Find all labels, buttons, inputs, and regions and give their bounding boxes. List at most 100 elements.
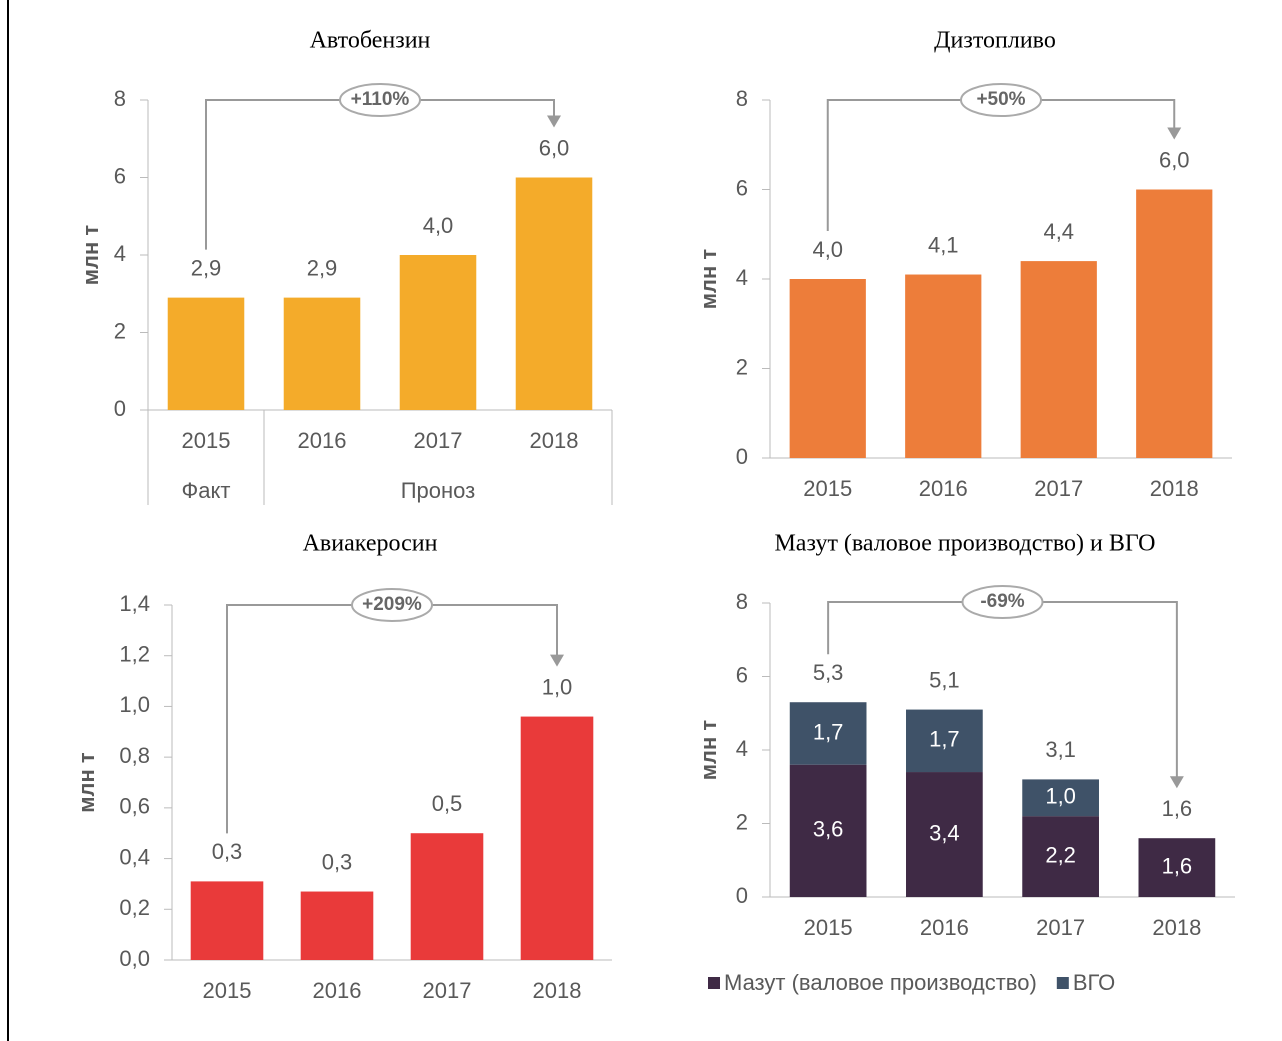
bar-segment: [906, 709, 983, 773]
value-label: 4,0: [423, 213, 454, 238]
x-tick-label: 2017: [423, 978, 472, 1003]
x-tick-label: 2015: [803, 476, 852, 501]
annotation: +209%: [362, 594, 422, 615]
value-label: 4,1: [928, 232, 959, 257]
value-label: 2,9: [307, 255, 338, 280]
total-label: 5,3: [813, 660, 844, 685]
y-axis-label: млн т: [696, 249, 721, 310]
total-label: 5,1: [929, 667, 960, 692]
annotation-ellipse: [960, 83, 1042, 117]
y-tick-label: 2: [114, 318, 126, 343]
bar: [410, 833, 484, 960]
value-label: 6,0: [539, 135, 570, 160]
annotation: +50%: [976, 89, 1025, 110]
y-tick-label: 0: [114, 396, 126, 421]
x-tick-label: 2015: [182, 428, 231, 453]
bar: [399, 255, 477, 410]
total-label: 1,6: [1162, 796, 1193, 821]
annotation-bracket: [226, 604, 558, 834]
annotation: +110%: [351, 89, 410, 110]
y-tick-label: 0,8: [119, 743, 150, 768]
value-label: 6,0: [1159, 147, 1190, 172]
bar-segment: [1022, 779, 1099, 817]
segment-label: 3,6: [813, 817, 844, 842]
bar: [520, 716, 594, 960]
bar: [1020, 261, 1097, 458]
y-tick-label: 2: [736, 354, 748, 379]
y-tick-label: 0,4: [119, 844, 150, 869]
y-tick-label: 1,2: [119, 642, 150, 667]
x-tick-label: 2016: [298, 428, 347, 453]
value-label: 0,3: [322, 849, 353, 874]
x-tick-label: 2017: [1034, 476, 1083, 501]
annotation-ellipse: [351, 588, 433, 622]
legend-swatch: [708, 977, 720, 989]
value-label: 0,3: [212, 839, 243, 864]
annotation-ellipse: [339, 83, 421, 117]
segment-label: 1,0: [1045, 784, 1076, 809]
bar: [905, 274, 982, 458]
y-tick-label: 6: [114, 163, 126, 188]
total-label: 3,1: [1045, 737, 1076, 762]
annotation-bracket: [205, 99, 555, 250]
bar: [789, 279, 866, 458]
y-tick-label: 8: [736, 86, 748, 111]
annotation-bracket: [827, 601, 1178, 779]
segment-label: 1,6: [1162, 853, 1193, 878]
y-axis-label: млн т: [78, 225, 103, 286]
y-tick-label: 1,4: [119, 591, 150, 616]
y-axis-label: млн т: [74, 752, 99, 813]
x-tick-label: 2015: [804, 915, 853, 940]
bar-segment: [1022, 816, 1099, 897]
y-tick-label: 0: [736, 883, 748, 908]
x-tick-label: 2018: [1152, 915, 1201, 940]
chart-title: Дизтопливо: [934, 28, 1056, 54]
x-tick-label: 2017: [1036, 915, 1085, 940]
value-label: 0,5: [432, 791, 463, 816]
x-tick-label: 2018: [1150, 476, 1199, 501]
chart-title: Авиакеросин: [303, 531, 438, 557]
legend-label: Мазут (валовое производство): [724, 970, 1037, 995]
y-tick-label: 0: [736, 444, 748, 469]
chart-title: Мазут (валовое производство) и ВГО: [774, 531, 1155, 557]
annotation-arrow: [550, 654, 564, 667]
value-label: 2,9: [191, 255, 222, 280]
bar: [190, 881, 264, 960]
segment-label: 3,4: [929, 820, 960, 845]
x-tick-label: 2015: [203, 978, 252, 1003]
chart-title: Автобензин: [310, 28, 431, 54]
x-tick-label: 2016: [313, 978, 362, 1003]
annotation-ellipse: [961, 585, 1044, 619]
segment-label: 1,7: [929, 727, 960, 752]
y-tick-label: 2: [736, 809, 748, 834]
bar: [515, 177, 593, 410]
value-label: 4,0: [812, 237, 843, 262]
y-tick-label: 1,0: [119, 692, 150, 717]
y-tick-label: 8: [114, 86, 126, 111]
bar-segment: [789, 764, 867, 897]
annotation-arrow: [1169, 776, 1184, 789]
x-tick-label: 2016: [920, 915, 969, 940]
y-tick-label: 0,2: [119, 895, 150, 920]
y-tick-label: 8: [736, 589, 748, 614]
bar-segment: [906, 772, 983, 897]
y-tick-label: 6: [736, 662, 748, 687]
annotation-arrow: [547, 115, 561, 128]
y-tick-label: 6: [736, 175, 748, 200]
annotation: -69%: [980, 591, 1024, 612]
y-tick-label: 4: [736, 736, 748, 761]
bar: [300, 891, 374, 960]
y-tick-label: 4: [736, 265, 748, 290]
value-label: 4,4: [1043, 219, 1074, 244]
group-label: Факт: [182, 478, 231, 503]
value-label: 1,0: [542, 674, 573, 699]
bar: [167, 297, 245, 410]
bar: [283, 297, 361, 410]
segment-label: 2,2: [1045, 842, 1076, 867]
x-tick-label: 2018: [533, 978, 582, 1003]
annotation-bracket: [826, 99, 1176, 231]
y-tick-label: 0,0: [119, 946, 150, 971]
x-tick-label: 2017: [414, 428, 463, 453]
x-tick-label: 2018: [530, 428, 579, 453]
